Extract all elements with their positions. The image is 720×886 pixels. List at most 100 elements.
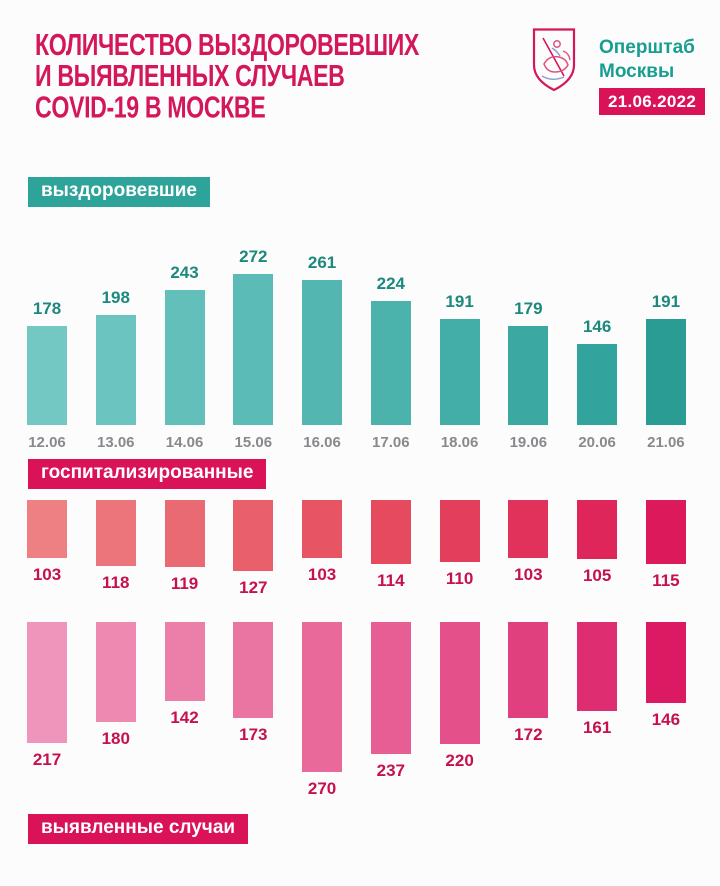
bar-column: 220 xyxy=(439,622,480,799)
bar-column: 191 21.06 xyxy=(645,245,686,451)
x-axis-label: 21.06 xyxy=(647,434,685,451)
bar-column: 178 12.06 xyxy=(27,245,67,451)
bar xyxy=(577,500,618,559)
bar-column: 127 xyxy=(233,500,274,598)
bar-column: 270 xyxy=(302,622,343,799)
bar-value-label: 272 xyxy=(239,247,268,266)
bar-value-label: 178 xyxy=(32,299,62,318)
chart-hospitalized: 103 118 119 127 103 114 110 103 105 115 xyxy=(27,500,686,598)
bar-column: 180 xyxy=(95,622,136,799)
bar-value-label: 191 xyxy=(445,292,474,311)
bar-value-label: 118 xyxy=(102,573,130,592)
section-label-recovered: выздоровевшие xyxy=(28,177,210,207)
bar xyxy=(577,344,618,425)
bar-column: 191 18.06 xyxy=(439,245,480,451)
bar xyxy=(164,622,205,701)
bar xyxy=(27,326,67,425)
org-name: Оперштаб Москвы xyxy=(599,36,695,84)
bar xyxy=(645,622,686,703)
page-title-line-2: И ВЫЯВЛЕННЫХ СЛУЧАЕВ xyxy=(35,60,345,94)
bar-value-label: 180 xyxy=(101,729,130,748)
bar-value-label: 220 xyxy=(445,751,474,770)
x-axis-label: 18.06 xyxy=(440,434,479,451)
bar xyxy=(645,500,686,564)
bar-value-label: 261 xyxy=(307,253,337,272)
bar-column: 142 xyxy=(164,622,205,799)
org-name-line-2: Москвы xyxy=(599,61,675,82)
section-label-detected: выявленные случаи xyxy=(28,814,249,844)
bar xyxy=(164,290,205,425)
bar-column: 237 xyxy=(370,622,411,799)
bar-column: 243 14.06 xyxy=(164,245,205,451)
bar-column: 224 17.06 xyxy=(370,245,411,451)
bar xyxy=(370,500,411,564)
bar xyxy=(577,622,618,711)
bar xyxy=(27,622,67,743)
page-title: КОЛИЧЕСТВО ВЫЗДОРОВЕВШИХ И ВЫЯВЛЕННЫХ СЛ… xyxy=(35,30,419,124)
bar xyxy=(302,622,343,772)
bar-column: 103 xyxy=(302,500,343,598)
bar-column: 105 xyxy=(577,500,618,598)
bar xyxy=(439,319,480,425)
bar-value-label: 161 xyxy=(582,718,612,737)
bar xyxy=(370,622,411,754)
x-axis-label: 13.06 xyxy=(96,434,135,451)
bar xyxy=(508,500,549,558)
bar-column: 114 xyxy=(370,500,411,598)
x-axis-label: 17.06 xyxy=(372,434,410,451)
bar-value-label: 243 xyxy=(170,263,199,282)
bar-value-label: 119 xyxy=(170,574,199,593)
bar-value-label: 172 xyxy=(514,725,543,744)
bar-column: 172 xyxy=(508,622,549,799)
bar xyxy=(95,315,136,425)
bar xyxy=(95,500,136,566)
bar-column: 110 xyxy=(439,500,480,598)
bar-value-label: 237 xyxy=(376,761,406,780)
bar-column: 119 xyxy=(164,500,205,598)
bar-column: 161 xyxy=(577,622,618,799)
bar xyxy=(508,326,549,425)
bar-column: 103 xyxy=(508,500,549,598)
bar xyxy=(370,301,411,425)
bar-value-label: 115 xyxy=(652,571,680,590)
bar-value-label: 114 xyxy=(377,571,405,590)
bar xyxy=(439,622,480,744)
bar-value-label: 103 xyxy=(32,565,62,584)
bar-value-label: 127 xyxy=(239,578,268,597)
bar xyxy=(233,274,274,425)
date-badge: 21.06.2022 xyxy=(599,88,706,115)
bar xyxy=(302,500,343,558)
bar-value-label: 142 xyxy=(170,708,199,727)
bar-value-label: 103 xyxy=(514,565,543,584)
bar-column: 179 19.06 xyxy=(508,245,549,451)
bar xyxy=(27,500,67,558)
bar-column: 118 xyxy=(95,500,136,598)
bar xyxy=(233,500,274,571)
x-axis-label: 15.06 xyxy=(234,434,273,451)
x-axis-label: 16.06 xyxy=(303,434,341,451)
x-axis-label: 20.06 xyxy=(578,434,616,451)
bar xyxy=(164,500,205,567)
bar xyxy=(645,319,686,425)
bar-value-label: 191 xyxy=(651,292,681,311)
bar-column: 146 20.06 xyxy=(577,245,618,451)
bar-column: 103 xyxy=(27,500,67,598)
bar-value-label: 103 xyxy=(307,565,337,584)
moscow-coat-of-arms-icon xyxy=(532,28,576,92)
bar-value-label: 198 xyxy=(101,288,130,307)
bar xyxy=(233,622,274,718)
bar-value-label: 224 xyxy=(376,274,406,293)
bar-value-label: 179 xyxy=(514,299,543,318)
bar-column: 261 16.06 xyxy=(302,245,343,451)
bar xyxy=(302,280,343,425)
x-axis-label: 14.06 xyxy=(165,434,204,451)
chart-detected: 217 180 142 173 270 237 220 172 161 146 xyxy=(27,622,686,799)
bar-column: 217 xyxy=(27,622,67,799)
bar-column: 272 15.06 xyxy=(233,245,274,451)
bar-column: 173 xyxy=(233,622,274,799)
chart-recovered: 178 12.06 198 13.06 243 14.06 272 15.06 261 16.06… xyxy=(27,245,686,451)
bar-value-label: 173 xyxy=(239,725,268,744)
bar-column: 115 xyxy=(645,500,686,598)
bar xyxy=(508,622,549,718)
